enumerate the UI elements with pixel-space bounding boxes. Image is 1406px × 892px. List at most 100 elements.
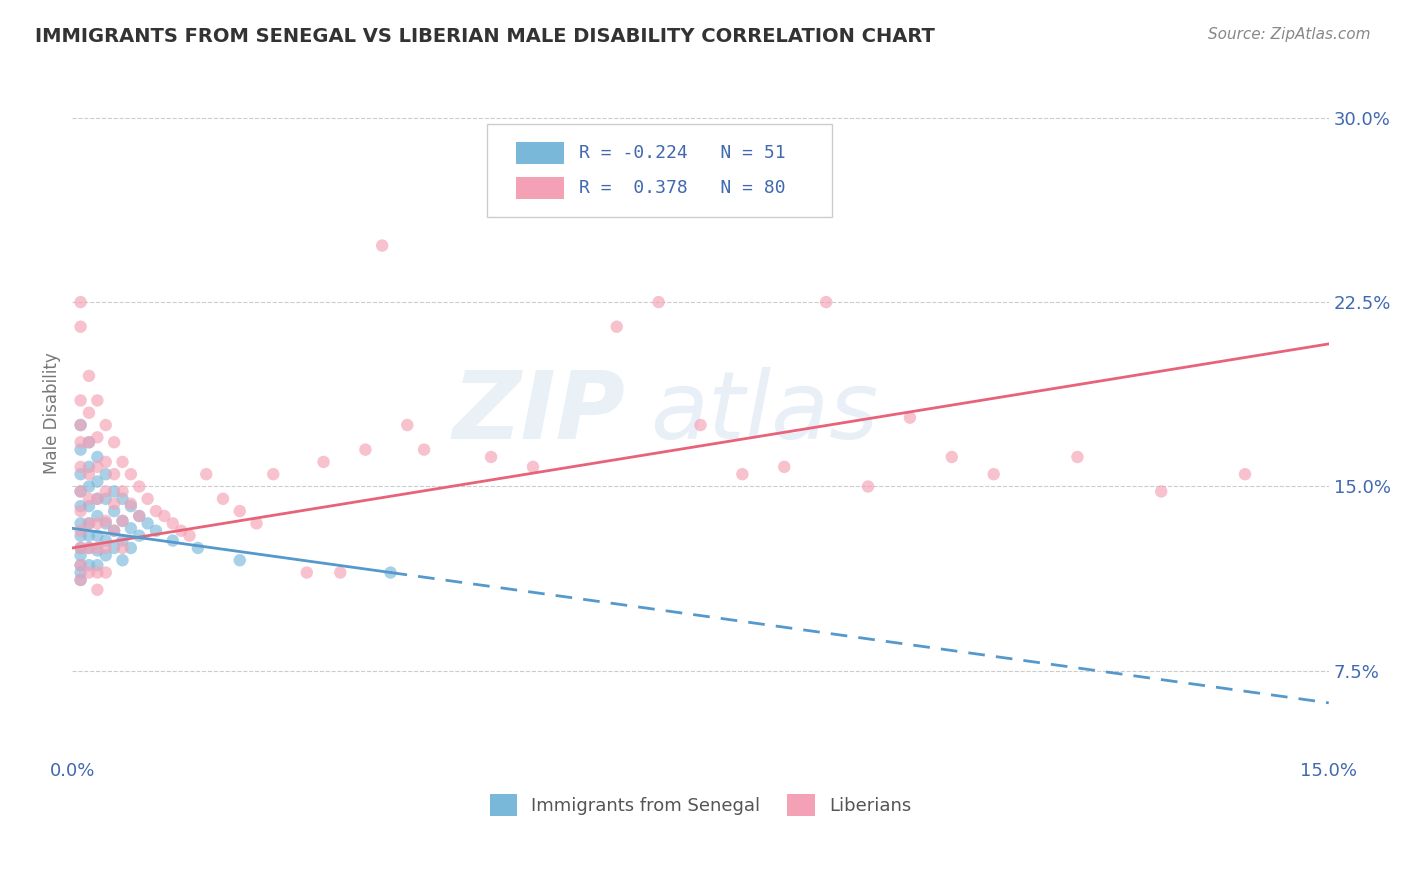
Point — [86, 566, 108, 580]
Point — [103, 504, 125, 518]
Point — [111, 533, 134, 548]
Point — [128, 508, 150, 523]
Point — [312, 455, 335, 469]
Point — [77, 566, 100, 580]
Point — [773, 459, 796, 474]
Point — [69, 499, 91, 513]
Point — [86, 491, 108, 506]
Point — [229, 504, 252, 518]
Point — [69, 484, 91, 499]
Point — [77, 529, 100, 543]
Point — [522, 459, 544, 474]
Legend: Immigrants from Senegal, Liberians: Immigrants from Senegal, Liberians — [482, 787, 918, 823]
Point — [103, 524, 125, 538]
Point — [111, 553, 134, 567]
Point — [69, 484, 91, 499]
Point — [69, 524, 91, 538]
Point — [69, 541, 91, 555]
Point — [647, 295, 669, 310]
Point — [153, 508, 176, 523]
Point — [69, 573, 91, 587]
Point — [136, 516, 159, 531]
Point — [94, 516, 117, 531]
Point — [1233, 467, 1256, 482]
Point — [77, 541, 100, 555]
Point — [77, 479, 100, 493]
Point — [128, 479, 150, 493]
Point — [120, 521, 142, 535]
Text: ZIP: ZIP — [453, 367, 626, 458]
Point — [941, 450, 963, 464]
Point — [86, 541, 108, 555]
Point — [103, 541, 125, 555]
Point — [86, 582, 108, 597]
Point — [94, 455, 117, 469]
Point — [94, 417, 117, 432]
Point — [77, 516, 100, 531]
Point — [69, 442, 91, 457]
Point — [94, 549, 117, 563]
Point — [94, 541, 117, 555]
Point — [77, 491, 100, 506]
Point — [69, 558, 91, 573]
Point — [983, 467, 1005, 482]
Point — [731, 467, 754, 482]
Point — [145, 504, 167, 518]
Point — [69, 417, 91, 432]
Point — [86, 491, 108, 506]
Point — [69, 435, 91, 450]
Point — [145, 524, 167, 538]
Point — [195, 467, 218, 482]
Point — [77, 459, 100, 474]
Point — [564, 189, 586, 203]
Point — [479, 450, 502, 464]
Point — [229, 553, 252, 567]
Point — [69, 295, 91, 310]
Point — [396, 417, 419, 432]
Point — [77, 435, 100, 450]
Point — [295, 566, 318, 580]
Point — [413, 442, 436, 457]
Point — [187, 541, 209, 555]
Point — [103, 497, 125, 511]
Point — [77, 406, 100, 420]
Point — [86, 508, 108, 523]
Point — [689, 417, 711, 432]
Bar — [516, 142, 564, 164]
Point — [120, 499, 142, 513]
Point — [120, 497, 142, 511]
Point — [69, 573, 91, 587]
Point — [606, 319, 628, 334]
Point — [111, 541, 134, 555]
Point — [162, 516, 184, 531]
Point — [262, 467, 284, 482]
Point — [69, 558, 91, 573]
Text: atlas: atlas — [650, 368, 879, 458]
Point — [94, 484, 117, 499]
Point — [69, 529, 91, 543]
Point — [69, 541, 91, 555]
Point — [136, 491, 159, 506]
Point — [77, 499, 100, 513]
Point — [380, 566, 402, 580]
Point — [86, 393, 108, 408]
Point — [856, 479, 879, 493]
Point — [86, 516, 108, 531]
Text: Source: ZipAtlas.com: Source: ZipAtlas.com — [1208, 27, 1371, 42]
Point — [77, 558, 100, 573]
Point — [371, 238, 394, 252]
Point — [170, 524, 193, 538]
Point — [120, 467, 142, 482]
Point — [111, 484, 134, 499]
Text: R =  0.378   N = 80: R = 0.378 N = 80 — [579, 178, 785, 196]
Point — [111, 514, 134, 528]
Point — [128, 529, 150, 543]
Point — [86, 529, 108, 543]
Point — [103, 524, 125, 538]
Point — [1150, 484, 1173, 499]
Point — [69, 459, 91, 474]
Point — [86, 558, 108, 573]
Point — [111, 455, 134, 469]
Point — [77, 368, 100, 383]
Point — [103, 484, 125, 499]
